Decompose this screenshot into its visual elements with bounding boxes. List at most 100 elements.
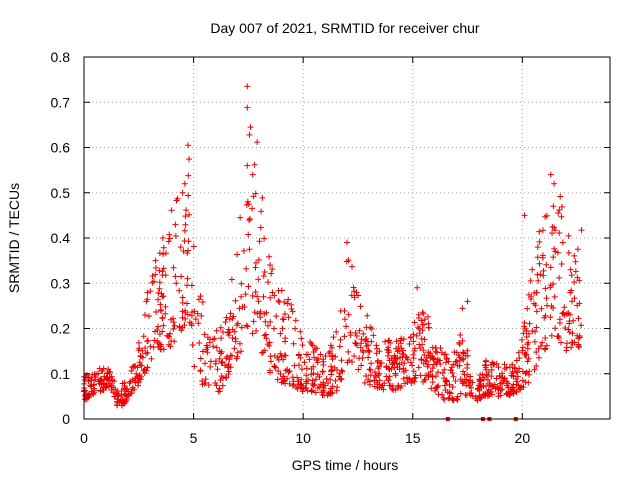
data-point — [144, 364, 151, 371]
data-point — [172, 221, 179, 228]
data-point — [392, 356, 399, 363]
data-point — [534, 271, 541, 278]
data-point — [181, 322, 188, 329]
data-point — [509, 368, 516, 375]
data-point — [522, 379, 529, 386]
data-point — [397, 354, 404, 361]
data-point — [100, 365, 107, 372]
data-point — [267, 294, 274, 301]
data-point — [219, 329, 226, 336]
data-point — [165, 238, 172, 245]
data-point — [253, 327, 260, 334]
data-point — [460, 356, 467, 363]
data-point — [285, 369, 292, 376]
data-point — [562, 324, 569, 331]
data-point — [276, 299, 283, 306]
data-point — [429, 373, 436, 380]
data-point — [339, 368, 346, 375]
data-point — [142, 311, 149, 318]
data-point — [271, 325, 278, 332]
data-point — [406, 340, 413, 347]
data-point — [456, 339, 463, 346]
data-point — [185, 238, 192, 245]
data-point — [300, 385, 307, 392]
data-point — [179, 308, 186, 315]
data-point — [365, 354, 372, 361]
data-point — [337, 336, 344, 343]
data-point — [389, 382, 396, 389]
data-point — [424, 313, 431, 320]
data-point — [332, 377, 339, 384]
data-point — [298, 335, 305, 342]
data-point — [159, 315, 166, 322]
data-point — [556, 320, 563, 327]
data-point — [280, 378, 287, 385]
grid-lines — [84, 57, 610, 419]
data-point — [226, 356, 233, 363]
data-point — [535, 277, 542, 284]
data-point — [441, 382, 448, 389]
data-point — [371, 369, 378, 376]
data-point — [532, 302, 539, 309]
data-point — [137, 352, 144, 359]
data-point — [179, 299, 186, 306]
data-point — [449, 395, 456, 402]
data-point — [231, 345, 238, 352]
data-point — [404, 378, 411, 385]
data-point — [430, 361, 437, 368]
data-point — [442, 351, 449, 358]
data-point — [515, 349, 522, 356]
data-point — [325, 350, 332, 357]
data-point — [236, 305, 243, 312]
data-point — [250, 318, 257, 325]
data-point — [366, 348, 373, 355]
data-point — [310, 370, 317, 377]
data-point — [381, 380, 388, 387]
data-point — [418, 335, 425, 342]
data-point — [550, 203, 557, 210]
data-point — [554, 249, 561, 256]
data-point — [156, 250, 163, 257]
data-point — [288, 301, 295, 308]
data-point — [160, 346, 167, 353]
data-point — [213, 344, 220, 351]
data-point — [380, 386, 387, 393]
data-point — [92, 376, 99, 383]
data-point — [422, 376, 429, 383]
data-point — [520, 383, 527, 390]
data-point — [419, 321, 426, 328]
data-point — [551, 293, 558, 300]
data-point — [223, 374, 230, 381]
data-point — [487, 361, 494, 368]
data-point — [446, 394, 453, 401]
data-point — [542, 285, 549, 292]
data-point — [345, 257, 352, 264]
data-point — [152, 257, 159, 264]
data-point — [501, 365, 508, 372]
y-tick-label: 0.8 — [51, 49, 71, 65]
data-point — [266, 253, 273, 260]
data-point — [494, 384, 501, 391]
data-point — [329, 352, 336, 359]
data-point — [112, 393, 119, 400]
data-point — [265, 279, 272, 286]
data-point — [269, 289, 276, 296]
data-point — [385, 365, 392, 372]
data-point — [323, 375, 330, 382]
y-axis-label: SRMTID / TECUs — [6, 183, 22, 293]
data-point — [243, 201, 250, 208]
data-point — [160, 293, 167, 300]
data-point — [464, 361, 471, 368]
data-point — [575, 335, 582, 342]
data-point — [371, 383, 378, 390]
data-point — [180, 248, 187, 255]
data-point — [291, 362, 298, 369]
data-point — [229, 334, 236, 341]
data-point — [271, 292, 278, 299]
data-point — [200, 348, 207, 355]
data-point — [251, 309, 258, 316]
data-point — [266, 339, 273, 346]
data-point — [559, 239, 566, 246]
data-point — [486, 380, 493, 387]
data-point — [385, 337, 392, 344]
